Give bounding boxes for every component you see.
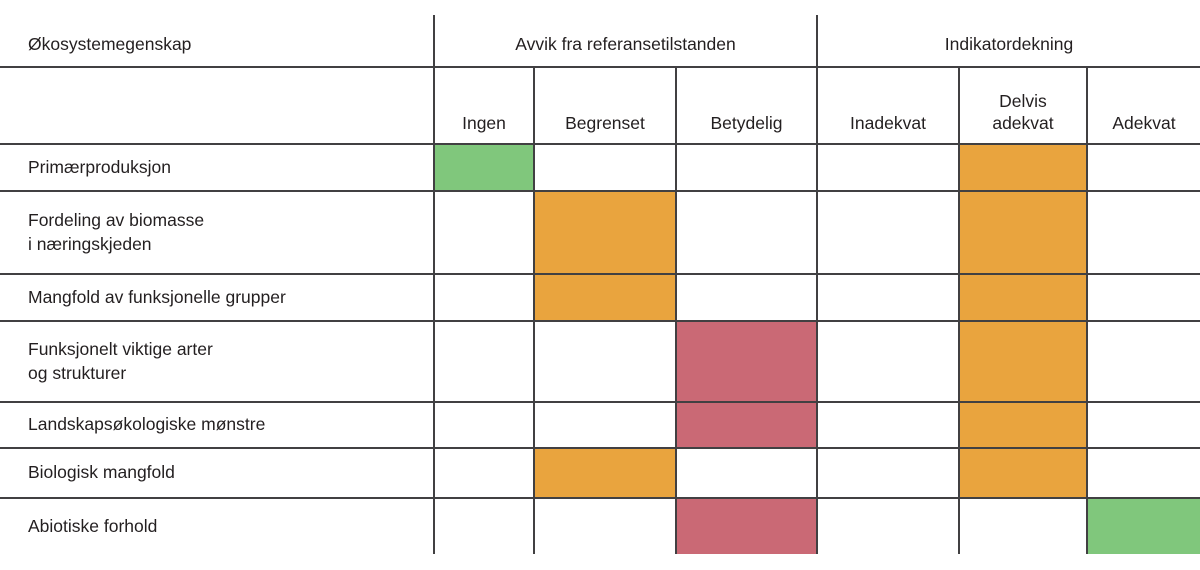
matrix-cell [433, 275, 533, 322]
matrix-cell [958, 192, 1086, 275]
column-group-ecosystem-property: Økosystemegenskap [0, 15, 433, 68]
matrix-cell [1086, 403, 1200, 449]
matrix-cell [816, 449, 958, 499]
matrix-cell [1086, 499, 1200, 554]
row-label: Biologisk mangfold [0, 449, 433, 499]
matrix-cell [675, 322, 816, 403]
matrix-cell [1086, 145, 1200, 192]
matrix-cell [816, 322, 958, 403]
matrix-cell [958, 449, 1086, 499]
matrix-cell [1086, 192, 1200, 275]
matrix-cell [433, 499, 533, 554]
row-label: Funksjonelt viktige arter og strukturer [0, 322, 433, 403]
matrix-cell [533, 275, 675, 322]
matrix-cell [816, 275, 958, 322]
row-label: Landskapsøkologiske mønstre [0, 403, 433, 449]
matrix-cell [1086, 322, 1200, 403]
matrix-cell [958, 403, 1086, 449]
matrix-cell [958, 145, 1086, 192]
matrix-cell [533, 322, 675, 403]
matrix-table: Økosystemegenskap Avvik fra referansetil… [0, 15, 1200, 554]
group-label-avvik: Avvik fra referansetilstanden [515, 34, 736, 54]
matrix-cell [958, 275, 1086, 322]
row-label: Mangfold av funksjonelle grupper [0, 275, 433, 322]
column-group-avvik: Avvik fra referansetilstanden [433, 15, 816, 68]
matrix-cell [433, 192, 533, 275]
matrix-cell [675, 403, 816, 449]
matrix-cell [533, 403, 675, 449]
column-header-adekvat: Adekvat [1086, 68, 1200, 145]
matrix-cell [958, 322, 1086, 403]
column-header-betydelig: Betydelig [675, 68, 816, 145]
matrix-cell [675, 145, 816, 192]
matrix-cell [433, 403, 533, 449]
matrix-cell [675, 275, 816, 322]
matrix-cell [433, 145, 533, 192]
matrix-cell [816, 192, 958, 275]
group-label-indikatordekning: Indikatordekning [944, 34, 1074, 54]
matrix-cell [816, 499, 958, 554]
matrix-cell [533, 449, 675, 499]
column-header-ingen: Ingen [433, 68, 533, 145]
matrix-cell [433, 322, 533, 403]
matrix-cell [533, 192, 675, 275]
matrix-cell [816, 145, 958, 192]
matrix-cell [1086, 275, 1200, 322]
matrix-cell [675, 499, 816, 554]
matrix-cell [1086, 449, 1200, 499]
row-label: Abiotiske forhold [28, 515, 158, 536]
column-group-indikatordekning: Indikatordekning [816, 15, 1200, 68]
column-header-delvis-adekvat: Delvis adekvat [958, 68, 1086, 145]
matrix-cell [433, 449, 533, 499]
header-spacer [0, 68, 433, 145]
column-header-begrenset: Begrenset [533, 68, 675, 145]
row-label: Fordeling av biomasse i næringskjeden [0, 192, 433, 275]
row-label: Primærproduksjon [0, 145, 433, 192]
corner-label: Økosystemegenskap [28, 34, 192, 54]
column-header-inadekvat: Inadekvat [816, 68, 958, 145]
matrix-cell [958, 499, 1086, 554]
matrix-cell [533, 499, 675, 554]
matrix-cell [533, 145, 675, 192]
matrix-cell [675, 192, 816, 275]
matrix-cell [816, 403, 958, 449]
matrix-cell [675, 449, 816, 499]
